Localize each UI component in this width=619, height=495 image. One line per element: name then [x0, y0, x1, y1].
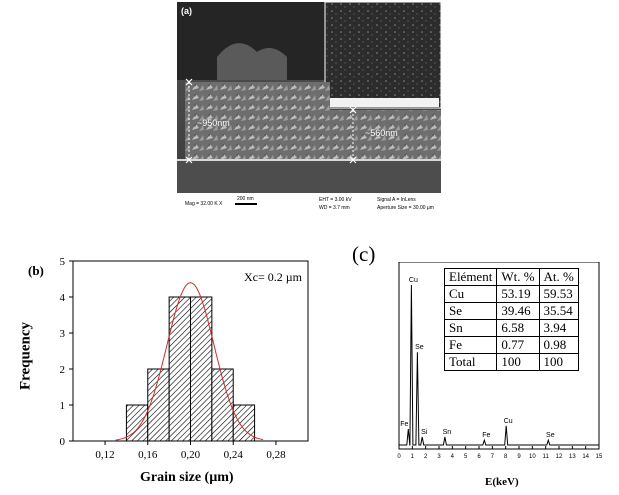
- sem-info-bar: Mag = 32.00 K X 200 nm EHT = 3.00 kV WD …: [177, 193, 441, 216]
- table-row: Total 100 100: [443, 353, 579, 371]
- y-tick-label: 2: [60, 364, 66, 376]
- eds-tick-label: 7: [491, 454, 495, 460]
- x-tick-label: 0,16: [138, 449, 158, 461]
- peak-label: Fe: [400, 421, 408, 428]
- table-cell: 39.46: [496, 302, 540, 320]
- gaussian-fit-curve: [115, 282, 264, 441]
- sem-wd: WD = 3.7 mm: [319, 205, 350, 211]
- sem-eht: EHT = 3.00 kV: [319, 197, 352, 203]
- scale-bar: [235, 203, 257, 205]
- table-cell: 3.94: [538, 319, 579, 337]
- peak-label: Si: [421, 429, 428, 436]
- table-cell: 100: [538, 353, 579, 371]
- table-cell: 53.19: [496, 285, 540, 303]
- panel-b-label: (b): [28, 263, 44, 278]
- eds-x-axis-label: E(keV): [485, 476, 519, 488]
- table-row: Cu 53.19 59.53: [443, 285, 579, 303]
- table-cell: 6.58: [496, 319, 540, 337]
- spectrum-line: [399, 284, 599, 446]
- table-cell: 0.98: [538, 336, 579, 354]
- eds-tick-label: 12: [556, 454, 563, 460]
- peak-label: Se: [415, 344, 424, 351]
- table-cell: 100: [496, 353, 540, 371]
- y-tick-label: 3: [60, 328, 66, 340]
- panel-c-label: (c): [352, 242, 376, 266]
- y-tick-label: 0: [60, 436, 66, 448]
- xc-annotation: Xc= 0.2 µm: [244, 270, 303, 284]
- table-cell: Fe: [443, 336, 498, 354]
- histogram-bar: [168, 296, 192, 442]
- x-tick-label: 0,12: [95, 449, 114, 461]
- eds-tick-label: 3: [437, 454, 441, 460]
- table-row: Fe 0.77 0.98: [443, 336, 579, 354]
- table-header-row: Elément Wt. % At. %: [443, 268, 579, 286]
- eds-tick-label: 13: [569, 454, 576, 460]
- peak-label: Cu: [409, 277, 418, 284]
- table-cell: 59.53: [538, 285, 579, 303]
- eds-tick-label: 2: [424, 454, 428, 460]
- x-tick-label: 0,20: [181, 449, 201, 461]
- table-cell: Se: [443, 302, 498, 320]
- composition-table: Elément Wt. % At. % Cu 53.19 59.53 Se 39…: [443, 268, 579, 371]
- eds-tick-label: 5: [464, 454, 468, 460]
- table-cell: 0.77: [496, 336, 540, 354]
- eds-tick-label: 0: [397, 454, 401, 460]
- peak-label: Fe: [482, 432, 490, 439]
- table-cell: 35.54: [538, 302, 579, 320]
- sem-image: (a) ~950nm ~560nm Mag = 32.00 K X 200 nm…: [177, 2, 441, 216]
- eds-tick-label: 4: [451, 454, 455, 460]
- table-row: Sn 6.58 3.94: [443, 319, 579, 337]
- eds-tick-label: 11: [543, 454, 550, 460]
- table-cell: Cu: [443, 285, 498, 303]
- x-tick-label: 0,24: [224, 449, 244, 461]
- y-tick-label: 1: [60, 400, 66, 412]
- table-cell: Sn: [443, 319, 498, 337]
- panel-a-label: (a): [181, 6, 192, 16]
- thickness-label-right: ~560nm: [365, 128, 398, 138]
- y-tick-label: 4: [60, 292, 66, 304]
- x-tick-label: 0,28: [266, 449, 286, 461]
- table-cell: Total: [443, 353, 498, 371]
- table-row: Se 39.46 35.54: [443, 302, 579, 320]
- eds-tick-label: 10: [529, 454, 536, 460]
- sem-scale-text: 200 nm: [237, 196, 254, 202]
- peak-label: Sn: [443, 429, 452, 436]
- eds-tick-label: 9: [517, 454, 521, 460]
- peak-label: Se: [546, 432, 555, 439]
- sem-signal: Signal A = InLens: [377, 197, 416, 203]
- thickness-label-left: ~950nm: [197, 118, 230, 128]
- sem-mag: Mag = 32.00 K X: [185, 201, 223, 207]
- eds-tick-label: 8: [504, 454, 508, 460]
- sem-aperture: Aperture Size = 30.00 µm: [377, 205, 434, 211]
- table-header: At. %: [538, 268, 579, 286]
- sem-micrograph: [177, 2, 441, 216]
- table-header: Wt. %: [496, 268, 540, 286]
- eds-tick-label: 14: [582, 454, 589, 460]
- y-tick-label: 5: [60, 256, 66, 268]
- table-header: Elément: [443, 268, 498, 286]
- eds-frame: [398, 262, 600, 450]
- eds-tick-label: 15: [596, 454, 603, 460]
- x-axis-label: Grain size (µm): [140, 470, 234, 485]
- eds-tick-label: 6: [477, 454, 481, 460]
- histogram-chart: 0,12 0,16 0,20 0,24 0,28 0 1 2 3 4 5: [60, 256, 309, 461]
- histogram-bar: [190, 296, 213, 442]
- peak-label: Cu: [504, 418, 513, 425]
- eds-tick-label: 1: [411, 454, 415, 460]
